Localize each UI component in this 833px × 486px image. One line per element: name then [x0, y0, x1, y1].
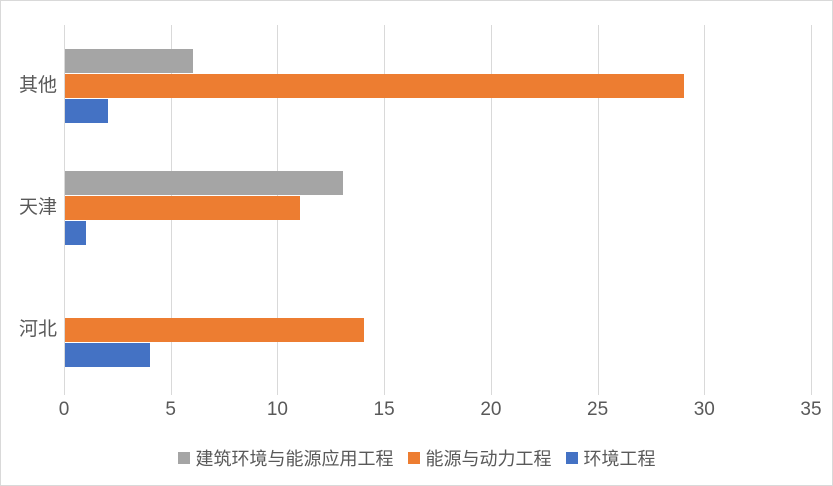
bar-天津-能源与动力工程 [65, 196, 300, 220]
x-axis-tick-label: 20 [480, 399, 502, 420]
legend-item: 建筑环境与能源应用工程 [177, 445, 394, 471]
x-axis-tick-label: 35 [800, 399, 822, 420]
legend-label: 能源与动力工程 [425, 449, 552, 469]
gridline [597, 25, 599, 395]
x-axis-tick-label: 10 [266, 399, 288, 420]
y-axis-category-label: 天津 [18, 197, 57, 218]
x-axis-tick-label: 15 [373, 399, 395, 420]
legend: 建筑环境与能源应用工程 能源与动力工程 环境工程 [1, 445, 832, 471]
y-axis-category-label: 其他 [18, 75, 57, 96]
x-axis-tick-label: 25 [587, 399, 609, 420]
y-axis-category-label: 河北 [18, 319, 57, 340]
gridline [64, 25, 65, 395]
bar-河北-能源与动力工程 [65, 318, 364, 342]
x-axis-tick-label: 30 [693, 399, 715, 420]
gridline [811, 25, 812, 395]
bar-其他-环境工程 [65, 99, 108, 123]
legend-label: 建筑环境与能源应用工程 [195, 449, 394, 469]
bar-其他-建筑环境与能源应用工程 [65, 49, 194, 73]
gridline [384, 25, 386, 395]
legend-item: 环境工程 [565, 445, 656, 471]
legend-item: 能源与动力工程 [407, 445, 552, 471]
x-axis-tick-label: 5 [165, 399, 176, 420]
gridline [704, 25, 706, 395]
legend-swatch-icon [565, 452, 578, 464]
bar-天津-环境工程 [65, 221, 87, 245]
gridline [490, 25, 492, 395]
legend-swatch-icon [407, 452, 420, 464]
bar-河北-环境工程 [65, 343, 151, 367]
bar-天津-建筑环境与能源应用工程 [65, 171, 343, 195]
legend-label: 环境工程 [583, 449, 656, 469]
x-axis-tick-label: 0 [58, 399, 70, 420]
legend-swatch-icon [177, 452, 190, 464]
bar-其他-能源与动力工程 [65, 74, 684, 98]
